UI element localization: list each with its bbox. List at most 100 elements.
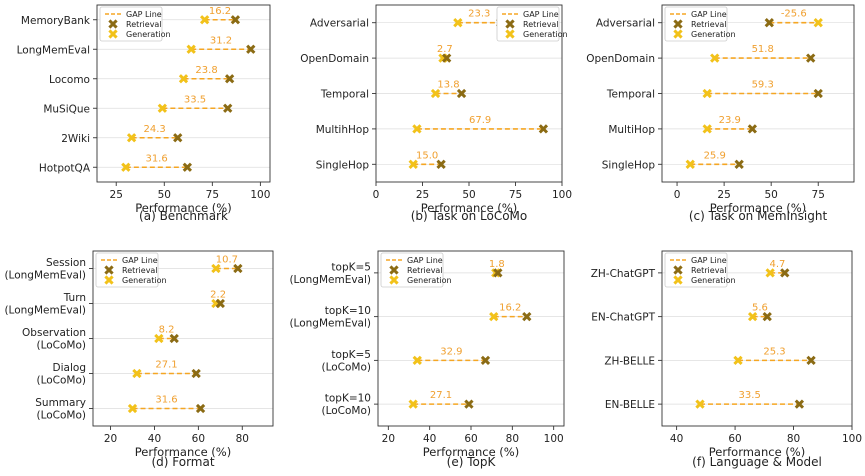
x-tick-label: 40 bbox=[423, 433, 436, 445]
legend-generation-marker bbox=[104, 275, 114, 285]
x-axis-label: Performance (%) bbox=[423, 445, 519, 459]
legend-retrieval-marker bbox=[104, 265, 114, 275]
retrieval-marker bbox=[246, 44, 256, 54]
legend-label-gap-line: GAP Line bbox=[407, 256, 443, 265]
gap-label: 32.9 bbox=[440, 346, 462, 357]
panel-caption: (e) TopK bbox=[447, 455, 497, 469]
gap-label: 25.3 bbox=[763, 346, 785, 357]
legend-retrieval-marker bbox=[389, 265, 399, 275]
x-axis-label: Performance (%) bbox=[710, 201, 806, 215]
x-tick-label: 25 bbox=[717, 189, 730, 201]
generation-marker bbox=[813, 18, 823, 28]
retrieval-marker bbox=[224, 74, 235, 84]
y-tick-label: EN-BELLE bbox=[605, 399, 655, 411]
generation-marker bbox=[199, 15, 210, 25]
generation-marker bbox=[121, 162, 131, 172]
x-axis-label: Performance (%) bbox=[421, 201, 517, 215]
retrieval-marker bbox=[806, 53, 816, 63]
y-tick-label: topK=10 (LongMemEval) bbox=[289, 305, 371, 330]
x-tick-label: 100 bbox=[552, 189, 572, 201]
gap-label: 16.2 bbox=[209, 6, 231, 17]
retrieval-marker bbox=[522, 311, 532, 322]
retrieval-marker bbox=[747, 124, 758, 134]
y-tick-label: MuSiQue bbox=[43, 103, 90, 115]
generation-marker bbox=[765, 268, 775, 278]
generation-marker bbox=[211, 263, 221, 274]
gap-label: 15.0 bbox=[416, 150, 438, 161]
retrieval-marker bbox=[191, 368, 201, 379]
x-tick-label: 75 bbox=[812, 189, 825, 201]
gap-label: 2.2 bbox=[210, 290, 226, 301]
legend-generation-marker bbox=[108, 29, 118, 39]
gap-label: 25.9 bbox=[704, 150, 726, 161]
legend-generation-marker bbox=[673, 29, 683, 39]
retrieval-marker bbox=[813, 88, 823, 99]
y-tick-label: Dialog (LoCoMo) bbox=[36, 362, 86, 387]
x-tick-label: 80 bbox=[236, 433, 249, 445]
generation-marker bbox=[747, 311, 758, 322]
legend-label-generation: Generation bbox=[691, 30, 736, 39]
legend-label-gap-line: GAP Line bbox=[122, 256, 158, 265]
y-tick-label: topK=10 (LoCoMo) bbox=[321, 393, 371, 418]
y-tick-label: Adversarial bbox=[310, 18, 369, 30]
retrieval-marker bbox=[806, 355, 816, 366]
generation-marker bbox=[430, 88, 441, 99]
generation-marker bbox=[702, 88, 712, 99]
legend-label-gap-line: GAP Line bbox=[126, 10, 162, 19]
y-tick-label: EN-ChatGPT bbox=[591, 312, 655, 324]
legend-retrieval-marker bbox=[673, 19, 683, 29]
gap-label: 13.8 bbox=[437, 80, 459, 91]
y-tick-label: ZH-BELLE bbox=[604, 355, 655, 367]
y-tick-label: ZH-ChatGPT bbox=[591, 268, 656, 280]
generation-marker bbox=[408, 399, 418, 409]
x-tick-label: 75 bbox=[509, 189, 522, 201]
panel-1: 25 50 75 100 Performance (%)(a) Benchmark Mem… bbox=[17, 4, 271, 223]
generation-marker bbox=[154, 333, 164, 344]
legend-label-retrieval: Retrieval bbox=[407, 266, 443, 275]
gap-label: 51.8 bbox=[752, 44, 774, 55]
legend-label-retrieval: Retrieval bbox=[122, 266, 158, 275]
y-tick-label: Adversarial bbox=[596, 18, 655, 30]
x-tick-label: 80 bbox=[506, 433, 519, 445]
legend-label-retrieval: Retrieval bbox=[691, 266, 727, 275]
y-tick-label: topK=5 (LongMemEval) bbox=[289, 261, 371, 286]
generation-marker bbox=[412, 124, 422, 134]
generation-marker bbox=[412, 355, 422, 366]
generation-marker bbox=[157, 103, 168, 113]
legend-generation-marker bbox=[505, 29, 515, 39]
legend-label-generation: Generation bbox=[122, 276, 167, 285]
x-axis-label: Performance (%) bbox=[135, 201, 231, 215]
x-tick-label: 40 bbox=[670, 433, 683, 445]
gap-label: 23.8 bbox=[195, 65, 217, 76]
legend-retrieval-marker bbox=[108, 19, 118, 29]
x-tick-label: 25 bbox=[110, 189, 123, 201]
y-tick-label: MultihHop bbox=[316, 124, 370, 136]
x-tick-label: 60 bbox=[728, 433, 741, 445]
generation-marker bbox=[685, 159, 695, 169]
gap-label: 33.5 bbox=[739, 390, 761, 401]
axes-frame bbox=[661, 250, 853, 427]
generation-marker bbox=[178, 74, 189, 84]
gap-label: 24.3 bbox=[144, 124, 166, 135]
y-tick-label: MemoryBank bbox=[21, 15, 91, 27]
x-axis-label: Performance (%) bbox=[135, 445, 231, 459]
legend-label-gap-line: GAP Line bbox=[691, 256, 727, 265]
panel-caption: (f) Language & Model bbox=[692, 455, 822, 469]
x-tick-label: 25 bbox=[416, 189, 429, 201]
generation-marker bbox=[132, 368, 142, 379]
panel-caption: (c) Task on MemInsight bbox=[689, 209, 828, 223]
y-tick-label: Observation (LoCoMo) bbox=[22, 327, 86, 352]
retrieval-marker bbox=[764, 18, 774, 28]
retrieval-marker bbox=[734, 159, 744, 169]
retrieval-marker bbox=[230, 15, 241, 25]
x-tick-label: 100 bbox=[544, 433, 564, 445]
legend-label-generation: Generation bbox=[126, 30, 171, 39]
retrieval-marker bbox=[436, 159, 446, 169]
gap-label: 16.2 bbox=[499, 303, 521, 314]
retrieval-marker bbox=[762, 311, 772, 322]
retrieval-marker bbox=[794, 399, 805, 409]
